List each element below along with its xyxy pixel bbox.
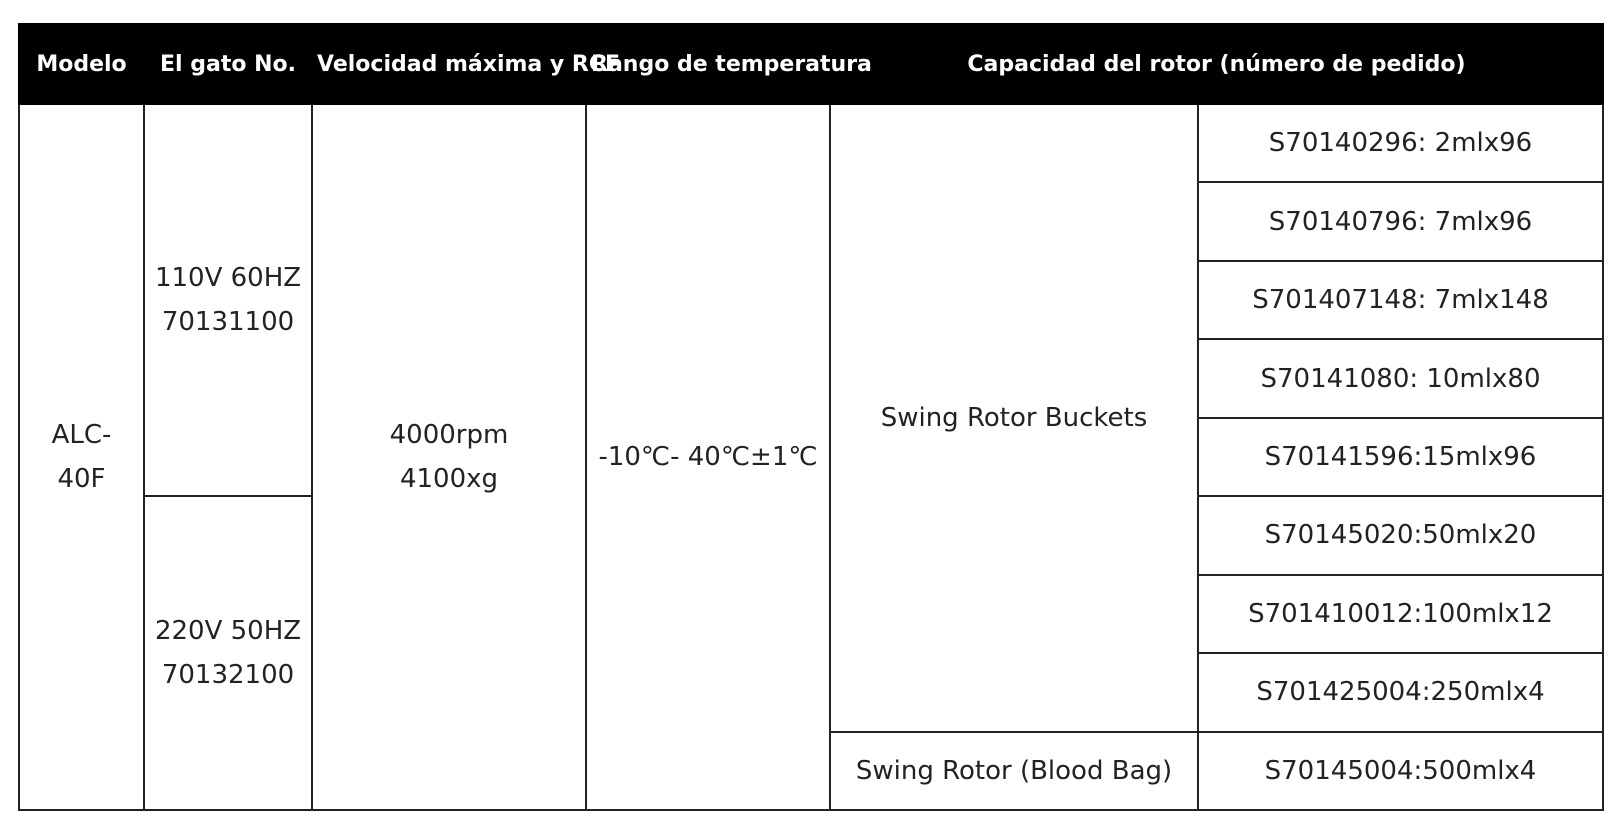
table-row: S70140796: 7mlx96: [19, 181, 1605, 262]
table-row: 220V 50HZ 70132100 S70145020:50mlx20: [19, 495, 1605, 811]
table-row: S701410012:100mlx12: [19, 573, 1605, 655]
rotor-code-cell: S701410012:100mlx12: [1196, 573, 1605, 655]
rotor-group-blood-bag: Swing Rotor (Blood Bag): [829, 730, 1199, 811]
rotor-code-cell: S701425004:250mlx4: [1196, 652, 1605, 733]
rotor-code-cell: S70145020:50mlx20: [1196, 495, 1605, 576]
table-row: S701407148: 7mlx148: [19, 259, 1605, 341]
table-body: ALC- 40F 110V 60HZ 70131100 4000rpm 4100…: [18, 102, 1605, 811]
rotor-group-swing-buckets: Swing Rotor Buckets: [829, 103, 1199, 733]
variant-cell-220v: 220V 50HZ 70132100: [143, 495, 313, 811]
header-speed: Velocidad máxima y RCF: [311, 23, 620, 105]
speed-cell: 4000rpm 4100xg: [311, 103, 587, 811]
rotor-code-cell: S70140796: 7mlx96: [1196, 181, 1605, 262]
variant-voltage: 220V 50HZ: [154, 616, 302, 647]
temperature-cell: -10℃- 40℃±1℃: [585, 103, 831, 811]
rotor-code-cell: S70141080: 10mlx80: [1196, 338, 1605, 419]
header-row: Modelo El gato No. Velocidad máxima y RC…: [18, 23, 1605, 105]
table-row: ALC- 40F 110V 60HZ 70131100 4000rpm 4100…: [18, 102, 1605, 811]
rotor-code-cell: S70140296: 2mlx96: [1196, 102, 1605, 184]
header-cat-no: El gato No.: [143, 23, 313, 105]
rotor-code-cell: S701407148: 7mlx148: [1196, 259, 1605, 341]
header-capacity: Capacidad del rotor (número de pedido): [828, 23, 1605, 105]
table-row: Swing Rotor (Blood Bag) S70145004:500mlx…: [19, 730, 1605, 811]
header-model: Modelo: [18, 23, 145, 105]
table-row: S701425004:250mlx4: [19, 652, 1605, 733]
variant-cat-no: 70132100: [161, 660, 295, 691]
rotor-code-cell: S70145004:500mlx4: [1196, 730, 1605, 811]
speed-rcf: 4100xg: [399, 464, 499, 494]
model-line-2: 40F: [57, 464, 106, 494]
header-temperature: Rango de temperatura: [585, 23, 872, 105]
table-row: S70141080: 10mlx80: [19, 338, 1605, 419]
rotor-code-cell: S70141596:15mlx96: [1196, 416, 1605, 498]
model-cell: ALC- 40F: [18, 103, 145, 811]
speed-rpm: 4000rpm: [389, 420, 509, 450]
variant-cell-110v: 110V 60HZ 70131100: [143, 102, 313, 498]
table-row: S70141596:15mlx96: [19, 416, 1605, 498]
variant-cat-no: 70131100: [161, 307, 295, 338]
model-line-1: ALC-: [51, 420, 112, 450]
table-header: Modelo El gato No. Velocidad máxima y RC…: [18, 23, 1605, 105]
variant-voltage: 110V 60HZ: [154, 263, 302, 294]
rotor-spec-table: Modelo El gato No. Velocidad máxima y RC…: [18, 23, 1605, 811]
